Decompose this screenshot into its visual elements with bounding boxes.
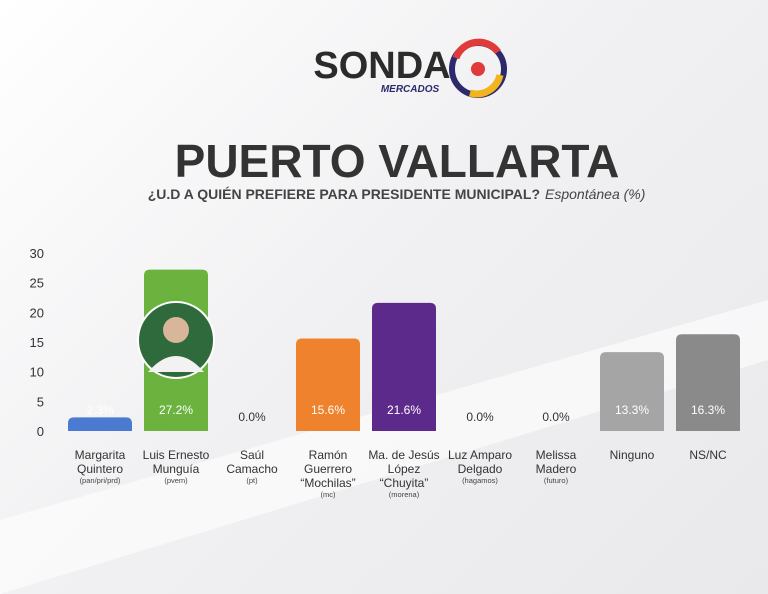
bar — [600, 352, 664, 431]
bar — [676, 334, 740, 431]
candidate-name: Luz Amparo Delgado — [447, 448, 513, 476]
value-label: 0.0% — [542, 410, 570, 424]
portrait-head — [163, 317, 189, 343]
x-tick-label: Ramón Guerrero “Mochilas” (mc) — [291, 448, 365, 500]
value-label: 21.6% — [387, 403, 421, 417]
value-label: 16.3% — [691, 403, 725, 417]
subtitle-note: Espontánea (%) — [545, 186, 645, 202]
bar — [296, 338, 360, 431]
y-tick-label: 25 — [30, 276, 44, 291]
party-label: (pvem) — [164, 476, 188, 485]
candidate-name: Saúl Camacho — [226, 448, 278, 476]
x-tick-label: Saúl Camacho (pt) — [215, 448, 289, 486]
value-label: 27.2% — [159, 403, 193, 417]
value-label: 0.0% — [238, 410, 266, 424]
x-tick-label: Melissa Madero (futuro) — [519, 448, 593, 486]
candidate-name: NS/NC — [689, 448, 727, 462]
candidate-name: Luis Ernesto Munguía — [142, 448, 210, 476]
portrait-body — [148, 356, 204, 372]
value-label: 0.0% — [466, 410, 494, 424]
bg-shape — [0, 300, 768, 594]
x-tick-label: Ma. de Jesús López “Chuyita” (morena) — [367, 448, 441, 500]
y-tick-label: 15 — [30, 335, 44, 350]
x-tick-label: Luz Amparo Delgado (hagamos) — [443, 448, 517, 486]
chart-subtitle: ¿U.D A QUIÉN PREFIERE PARA PRESIDENTE MU… — [148, 186, 540, 202]
candidate-name: Ramón Guerrero “Mochilas” — [300, 448, 356, 490]
candidate-name: Ma. de Jesús López “Chuyita” — [368, 448, 440, 490]
party-label: (morena) — [388, 490, 420, 499]
bar — [372, 302, 436, 431]
y-tick-label: 30 — [30, 246, 44, 261]
party-label: (futuro) — [543, 476, 569, 485]
x-tick-label: NS/NC — [671, 448, 745, 462]
chart-title: PUERTO VALLARTA — [175, 135, 620, 187]
x-tick-label: Luis Ernesto Munguía (pvem) — [139, 448, 213, 486]
candidate-name: Melissa Madero — [535, 448, 577, 476]
value-label: 15.6% — [311, 403, 345, 417]
x-tick-label: Ninguno — [595, 448, 669, 462]
y-tick-label: 10 — [30, 365, 44, 380]
x-tick-label: Margarita Quintero (pan/pri/prd) — [63, 448, 137, 486]
logo-mark — [449, 38, 507, 98]
value-label: 2.3% — [86, 403, 114, 417]
party-label: (mc) — [320, 490, 336, 499]
y-tick-label: 5 — [37, 394, 44, 409]
y-tick-label: 0 — [37, 424, 44, 439]
bar — [68, 417, 132, 431]
value-label: 13.3% — [615, 403, 649, 417]
logo-subname: MERCADOS — [381, 84, 440, 95]
candidate-name: Ninguno — [609, 448, 655, 462]
party-label: (pt) — [246, 476, 258, 485]
candidate-name: Margarita Quintero — [74, 448, 126, 476]
party-label: (hagamos) — [462, 476, 498, 485]
y-tick-label: 20 — [30, 305, 44, 320]
party-label: (pan/pri/prd) — [79, 476, 121, 485]
logo-name: SONDA — [313, 45, 450, 87]
